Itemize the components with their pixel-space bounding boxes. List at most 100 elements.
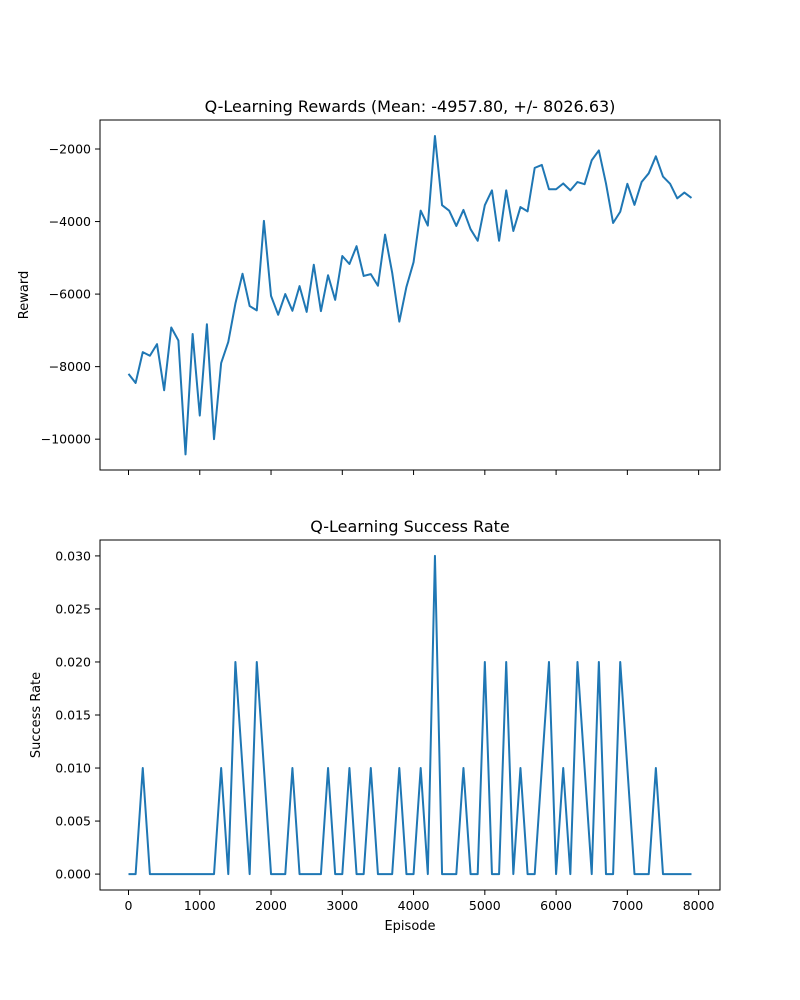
success-rate-data-point	[554, 872, 558, 876]
success-rate-data-point	[305, 872, 309, 876]
success-rate-data-point	[127, 872, 131, 876]
rewards-data-point	[511, 229, 515, 233]
rewards-data-point	[191, 332, 195, 336]
success-rate-data-point	[148, 872, 152, 876]
success-rate-plot-frame	[99, 539, 721, 891]
rewards-data-point	[162, 388, 166, 392]
rewards-data-point	[554, 187, 558, 191]
rewards-chart: Q-Learning Rewards (Mean: -4957.80, +/- …	[17, 97, 721, 475]
success-rate-y-tick-label: 0.025	[55, 601, 91, 616]
success-rate-x-tick-label: 5000	[469, 898, 501, 913]
rewards-data-point	[533, 166, 537, 170]
rewards-data-point	[618, 210, 622, 214]
rewards-data-point	[226, 340, 230, 344]
rewards-data-point	[647, 171, 651, 175]
rewards-data-point	[654, 154, 658, 158]
success-rate-data-point	[412, 872, 416, 876]
success-rate-data-point	[675, 872, 679, 876]
success-rate-data-point	[490, 872, 494, 876]
rewards-data-point	[419, 209, 423, 213]
rewards-data-point	[205, 322, 209, 326]
rewards-data-point	[290, 309, 294, 313]
rewards-y-axis-label: Reward	[17, 271, 32, 319]
success-rate-data-point	[440, 872, 444, 876]
success-rate-data-point	[561, 766, 565, 770]
success-rate-data-point	[497, 872, 501, 876]
success-rate-data-point	[233, 660, 237, 664]
success-rate-data-point	[476, 872, 480, 876]
success-rate-data-point	[134, 872, 138, 876]
rewards-data-point	[390, 271, 394, 275]
success-rate-data-point	[419, 766, 423, 770]
success-rate-data-point	[340, 872, 344, 876]
rewards-data-point	[141, 350, 145, 354]
success-rate-data-point	[226, 872, 230, 876]
success-rate-data-point	[511, 872, 515, 876]
rewards-data-point	[504, 188, 508, 192]
rewards-data-point	[483, 203, 487, 207]
rewards-data-point	[169, 325, 173, 329]
success-rate-data-point	[383, 872, 387, 876]
rewards-data-point	[255, 308, 259, 312]
rewards-data-point	[461, 208, 465, 212]
rewards-data-point	[476, 239, 480, 243]
rewards-data-point	[426, 224, 430, 228]
success-rate-series	[127, 554, 693, 876]
rewards-data-point	[526, 209, 530, 213]
success-rate-data-point	[597, 660, 601, 664]
success-rate-data-point	[198, 872, 202, 876]
success-rate-x-tick-label: 4000	[398, 898, 430, 913]
episode-x-axis-label: Episode	[384, 919, 435, 934]
rewards-line	[127, 134, 693, 456]
rewards-plot-frame	[99, 119, 721, 471]
success-rate-data-point	[355, 872, 359, 876]
rewards-data-point	[568, 188, 572, 192]
rewards-data-point	[668, 182, 672, 186]
rewards-data-point	[383, 233, 387, 237]
success-rate-data-point	[248, 872, 252, 876]
success-rate-data-point	[212, 872, 216, 876]
success-rate-data-point	[155, 872, 159, 876]
success-rate-chart-title: Q-Learning Success Rate	[310, 517, 510, 536]
success-rate-data-point	[333, 872, 337, 876]
success-rate-data-point	[191, 872, 195, 876]
success-rate-data-point	[454, 872, 458, 876]
rewards-data-point	[176, 339, 180, 343]
success-rate-data-point	[262, 766, 266, 770]
success-rate-data-point	[504, 660, 508, 664]
success-rate-data-point	[312, 872, 316, 876]
success-rate-x-tick-label: 2000	[255, 898, 287, 913]
rewards-data-point	[404, 285, 408, 289]
rewards-data-point	[625, 182, 629, 186]
rewards-data-point	[326, 273, 330, 277]
success-rate-data-point	[269, 872, 273, 876]
rewards-data-point	[319, 309, 323, 313]
success-rate-data-point	[362, 872, 366, 876]
success-rate-data-point	[447, 872, 451, 876]
success-rate-y-tick-label: 0.020	[55, 654, 91, 669]
success-rate-x-tick-label: 8000	[683, 898, 715, 913]
success-rate-data-point	[668, 872, 672, 876]
success-rate-data-point	[654, 766, 658, 770]
success-rate-data-point	[632, 872, 636, 876]
rewards-data-point	[340, 254, 344, 258]
success-rate-data-point	[404, 872, 408, 876]
success-rate-data-point	[547, 660, 551, 664]
success-rate-y-tick-label: 0.000	[55, 867, 91, 882]
rewards-data-point	[262, 219, 266, 223]
rewards-data-point	[212, 437, 216, 441]
success-rate-data-point	[219, 766, 223, 770]
rewards-data-point	[305, 310, 309, 314]
rewards-data-point	[469, 227, 473, 231]
success-rate-data-point	[518, 766, 522, 770]
rewards-data-point	[298, 284, 302, 288]
rewards-data-point	[312, 263, 316, 267]
success-rate-data-point	[647, 872, 651, 876]
rewards-data-point	[283, 292, 287, 296]
success-rate-data-point	[689, 872, 693, 876]
success-rate-data-point	[390, 872, 394, 876]
success-rate-data-point	[611, 872, 615, 876]
rewards-data-point	[347, 262, 351, 266]
rewards-y-tick-label: −2000	[49, 142, 91, 157]
success-rate-data-point	[533, 872, 537, 876]
